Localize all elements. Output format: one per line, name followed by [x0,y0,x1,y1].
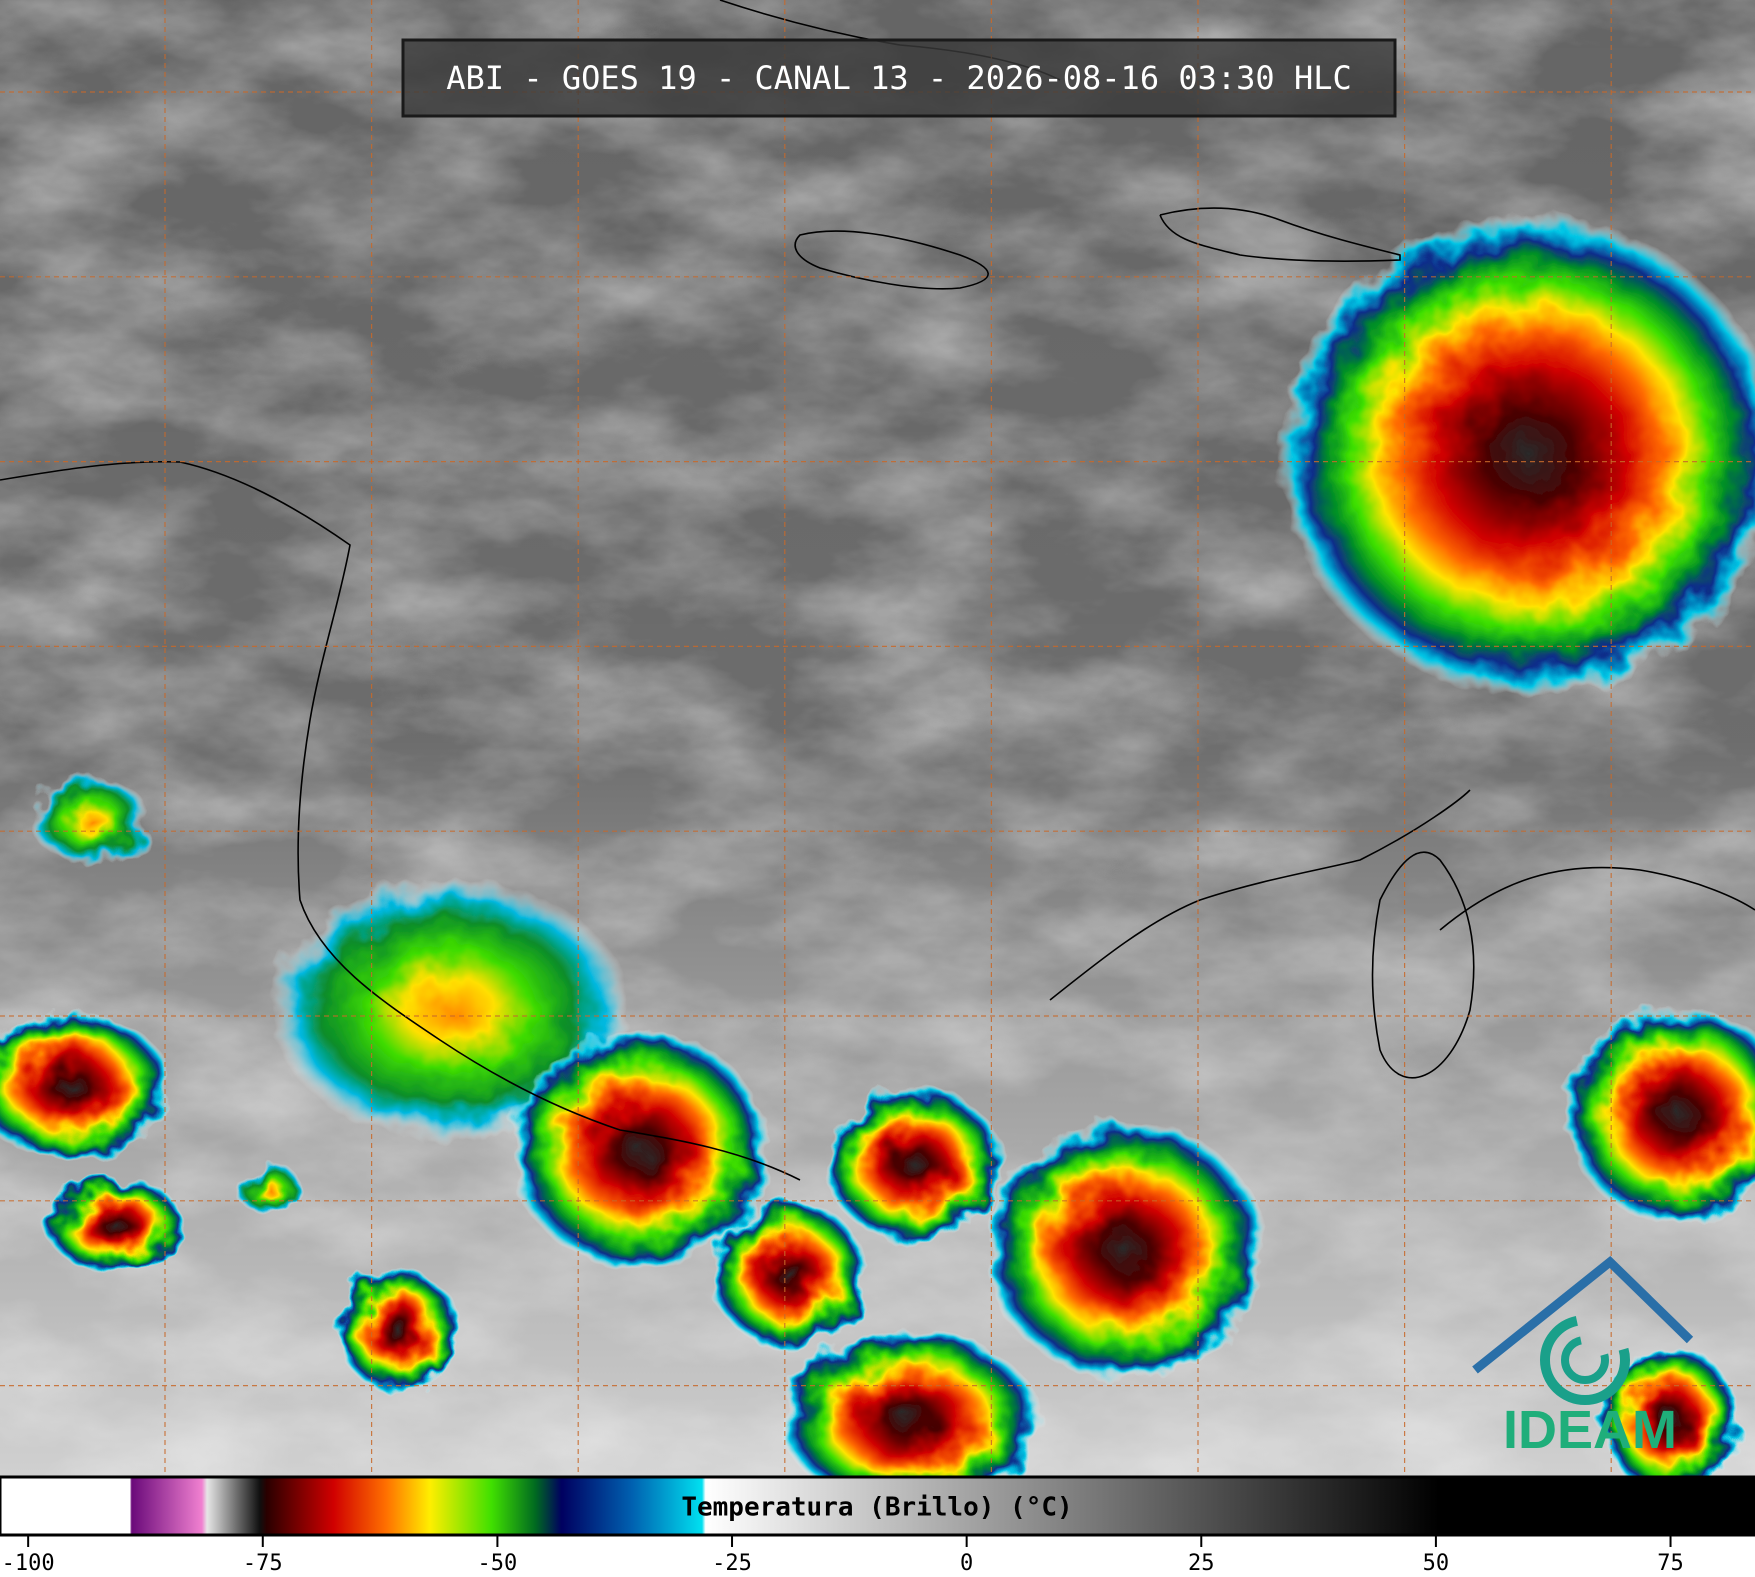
tick-label: 25 [1188,1551,1215,1576]
colorbar-label: Temperatura (Brillo) (°C) [681,1493,1072,1523]
logo: IDEAM [1472,1256,1694,1460]
tick-label: 75 [1657,1551,1684,1576]
colorbar-ticks: -100 -75 -50 -25 0 25 50 75 [2,1535,1684,1576]
storm-cells [0,215,1755,1510]
title: ABI - GOES 19 - CANAL 13 - 2026-08-16 03… [446,59,1351,97]
tick-label: -75 [243,1551,283,1576]
tick-label: -100 [2,1551,55,1576]
tick-label: 50 [1423,1551,1450,1576]
tick-label: -25 [712,1551,752,1576]
logo-text: IDEAM [1503,1400,1677,1460]
tick-label: 0 [960,1551,973,1576]
colorbar: Temperatura (Brillo) (°C) [0,1475,1755,1537]
graticule [0,0,1755,1477]
tick-label: -50 [478,1551,518,1576]
title-box: ABI - GOES 19 - CANAL 13 - 2026-08-16 03… [401,38,1397,118]
